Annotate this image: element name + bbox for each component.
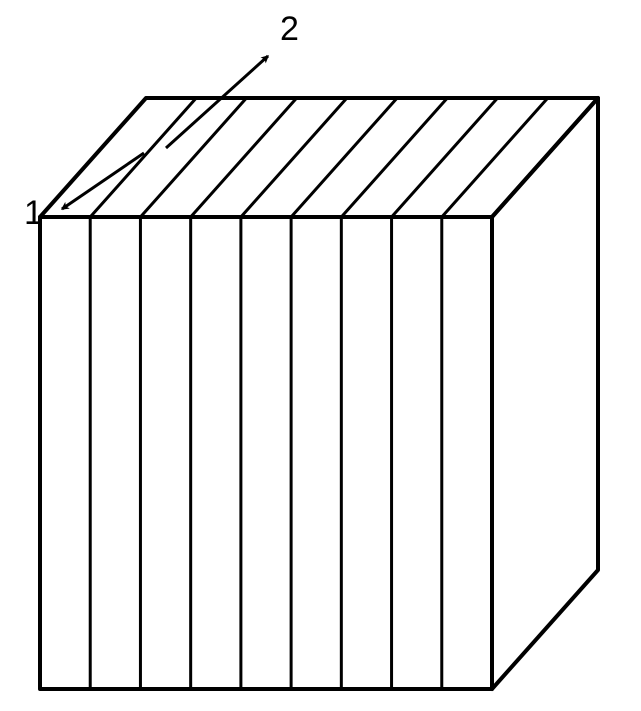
label-2: 2 xyxy=(280,10,299,48)
label-1: 1 xyxy=(24,194,43,232)
laminated-block-diagram: 12 xyxy=(0,0,641,711)
